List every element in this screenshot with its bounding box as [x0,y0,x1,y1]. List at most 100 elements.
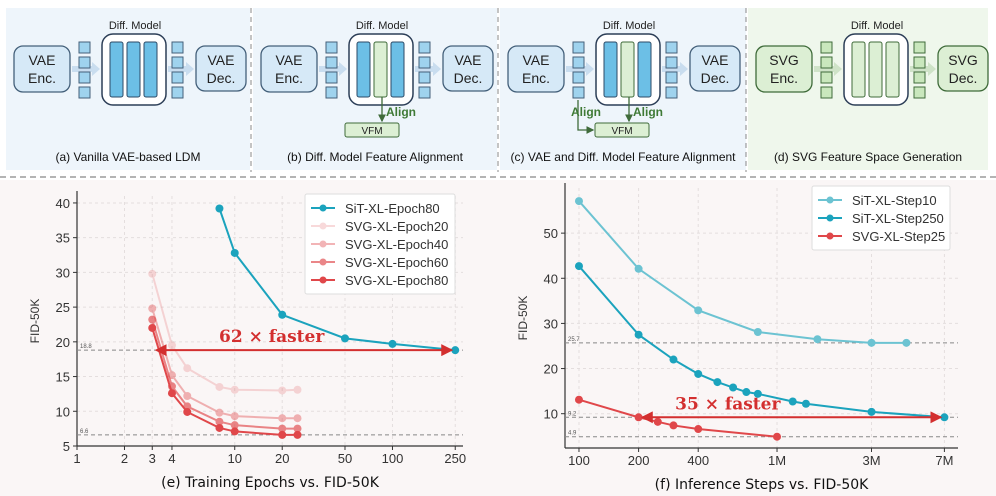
x-tick-label: 100 [382,451,404,466]
model-layer-blue [109,41,124,98]
data-point [293,414,302,423]
data-point [801,399,810,408]
y-tick-label: 30 [544,316,558,331]
latent-cell [78,86,91,99]
data-point [183,392,192,400]
x-tick-label: 1 [73,451,80,466]
vfm-box [344,122,400,138]
data-point [574,197,583,206]
decoder-label-1: VAE [455,52,482,68]
flow-arrow [319,62,347,76]
encoder-box [755,45,813,93]
data-point [902,338,911,347]
decoder-box [195,45,247,92]
encoder-label-2: Enc. [770,70,798,86]
latent-cell [913,56,926,69]
diff-model-label: Diff. Model [109,20,161,32]
encoder-label-1: SVG [769,52,799,68]
y-axis-label: FID-50K [28,299,42,344]
data-point [148,323,157,332]
data-point [167,389,176,398]
decoder-label-2: Dec. [207,70,236,86]
decoder-box [937,45,989,92]
reference-line-label: 25.7 [568,337,580,343]
legend: SiT-XL-Epoch80 SVG-XL-Epoch20 SVG-XL-Epoch… [304,193,456,295]
legend-label: SiT-XL-Epoch80 [345,201,440,216]
series-SVG-XL-Epoch80 [148,323,302,439]
data-point [451,346,460,355]
x-tick-label: 20 [275,451,289,466]
model-layer-green [868,41,883,98]
chart-title: (e) Training Epochs vs. FID-50K [161,475,380,491]
encoder-label-2: Enc. [275,70,303,86]
data-point [293,424,302,433]
data-point [634,264,643,273]
panel-caption: (b) Diff. Model Feature Alignment [287,150,464,164]
series-line [578,398,778,438]
x-tick-label: 7M [935,453,953,468]
reference-line-label: 4.9 [568,431,577,437]
encoder-label-1: VAE [523,52,550,68]
data-point [788,397,797,406]
data-point [215,204,224,213]
flow-arrow [566,62,594,76]
legend: SiT-XL-Step10 SiT-XL-Step250 SVG-XL-Step25 [811,185,951,251]
data-point [230,385,239,394]
data-point [278,430,287,439]
data-point [183,407,192,416]
data-point [340,334,349,343]
latent-cell [78,56,91,69]
data-point [278,386,287,395]
model-layer-blue [356,41,371,98]
legend-item [311,204,335,212]
latent-cell [325,56,338,69]
latent-cell [572,86,585,99]
series-SVG-XL-Epoch40 [148,304,302,423]
legend-item [311,258,335,266]
latent-cell [572,41,585,54]
latent-cell [418,71,431,84]
data-point [940,413,949,422]
latent-cell [665,56,678,69]
reference-line-label: 6.6 [80,429,89,435]
x-tick-label: 4 [168,451,175,466]
series-line [578,265,945,419]
encoder-box [260,45,318,93]
legend-swatch-dot [319,204,327,212]
legend-swatch-dot [826,196,834,204]
data-point [634,413,643,422]
y-tick-label: 25 [56,300,70,315]
y-tick-label: 35 [56,231,70,246]
latent-cell [418,41,431,54]
series-SiT-XL-Step10 [574,197,911,347]
training-epochs-chart: 1 2 3 4 10 20 50 100 250 5 10 15 20 25 30 35 40 18.8 6.6 62… [0,180,498,496]
model-layer-blue [126,41,141,98]
data-point [634,330,643,339]
latent-cell [171,41,184,54]
panel-b: VAE Enc. Diff. Model VAE Dec. VFM Align (b) Dif… [253,8,497,170]
x-tick-label: 3M [862,453,880,468]
legend-label: SiT-XL-Step250 [852,211,944,226]
inference-steps-chart: 100 200 400 1M 3M 7M 10 20 30 40 50 25.7 9.2 4.9 35 × … [498,180,996,496]
latent-cell [325,86,338,99]
y-tick-label: 5 [63,439,70,454]
latent-cell [325,71,338,84]
data-point [215,382,224,391]
data-point [230,412,239,421]
panel-caption: (a) Vanilla VAE-based LDM [56,150,201,164]
x-tick-label: 2 [121,451,128,466]
y-tick-label: 30 [56,265,70,280]
latent-cell [78,71,91,84]
model-layer-blue [390,41,405,98]
latent-align-arrow [577,100,595,134]
panel-caption: (c) VAE and Diff. Model Feature Alignmen… [511,150,737,164]
data-point [813,335,822,344]
encoder-box [507,45,565,93]
latent-cell [78,41,91,54]
latent-cell [665,71,678,84]
decoder-label-1: VAE [702,52,729,68]
data-point [148,315,157,324]
legend-swatch-dot [319,222,327,230]
latent-cell [325,41,338,54]
